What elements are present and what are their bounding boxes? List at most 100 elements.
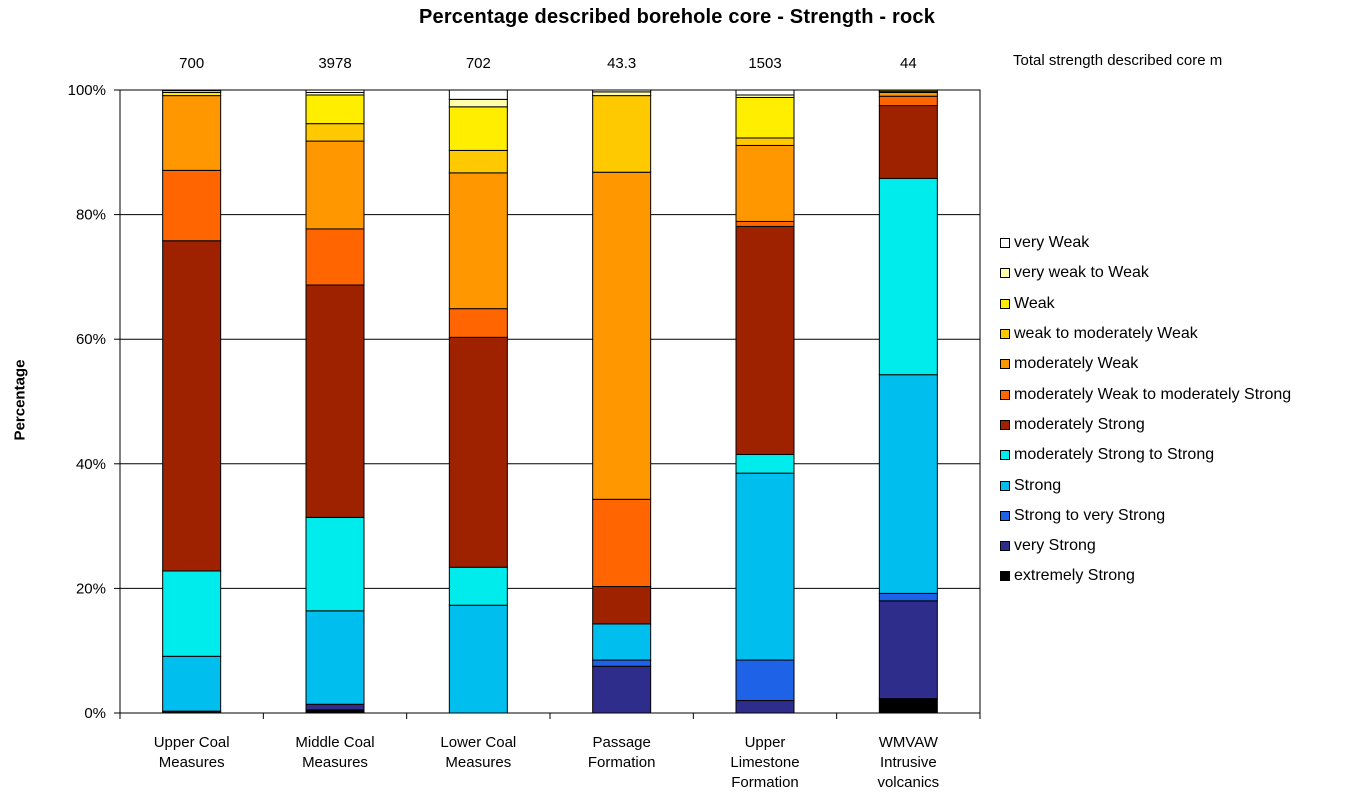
bar-segment [305,89,365,93]
bar-segment [878,89,938,92]
legend-item: weak to moderately Weak [1000,319,1291,349]
bar-segment [735,220,795,227]
legend-label: very Strong [1014,537,1096,555]
bar-segment [592,659,652,667]
legend-swatch [1000,298,1010,309]
x-tick-label-line: WMVAW [879,734,939,751]
bar-segment [448,336,508,568]
legend-swatch [1000,238,1010,249]
bar-segment [305,94,365,125]
totals-label: Total strength described core m [1013,52,1223,69]
legend-item: very weak to Weak [1000,258,1291,288]
legend-label: moderately Strong to Strong [1014,446,1215,464]
y-tick-label: 80% [76,207,106,224]
bar-segment [592,665,652,714]
bar-segment [592,498,652,588]
legend-item: extremely Strong [1000,561,1291,591]
total-label: 1503 [748,55,781,72]
chart-title: Percentage described borehole core - Str… [418,6,936,28]
legend-label: moderately Weak to moderately Strong [1014,385,1292,403]
legend-label: moderately Strong [1014,415,1145,433]
legend-label: weak to moderately Weak [1014,325,1198,343]
legend-label: Strong [1014,476,1062,494]
x-tick-label: Upper Limestone Formation [730,734,799,791]
bar-segment [878,698,938,714]
y-tick-label: 0% [84,705,106,722]
legend-swatch [1000,541,1010,552]
x-tick-label: Passage Formation [588,734,656,771]
bar-segment [162,95,222,171]
bar-segment [735,453,795,474]
bar-segment [735,700,795,714]
legend-swatch [1000,510,1010,521]
legend-label: Weak [1014,294,1055,312]
bar-segment [448,308,508,338]
y-tick-label: 20% [76,580,106,597]
bar-segment [448,604,508,714]
y-tick-label: 100% [68,82,106,99]
bar-segment [878,95,938,107]
bar-segment [878,374,938,594]
x-tick-label-line: Intrusive [880,754,937,771]
total-label: 44 [900,55,917,72]
bar-segment [735,659,795,702]
bar-segment [162,655,222,712]
x-tick-label-line: Measures [445,754,511,771]
x-tick-label: WMVAW Intrusive volcanics [877,734,939,791]
legend-swatch [1000,389,1010,400]
legend-item: moderately Weak to moderately Strong [1000,379,1291,409]
legend-swatch [1000,359,1010,370]
bar-segment [162,89,222,92]
bar-segment [448,106,508,151]
total-label: 702 [466,55,491,72]
x-tick-label-line: Measures [302,754,368,771]
legend-swatch [1000,419,1010,430]
bar-segment [735,89,795,96]
bar-segment [878,592,938,602]
legend-label: moderately Weak [1014,355,1139,373]
bar-segment [162,570,222,657]
bar-segment [162,240,222,572]
y-tick-label: 40% [76,456,106,473]
legend-swatch [1000,450,1010,461]
bar-segment [735,225,795,455]
legend-item: moderately Strong [1000,410,1291,440]
total-label: 43.3 [607,55,636,72]
legend-swatch [1000,480,1010,491]
x-tick-label-line: volcanics [877,774,939,791]
total-label: 3978 [318,55,351,72]
legend-item: very Strong [1000,531,1291,561]
bar-segment [448,89,508,100]
bar-segment [592,91,652,97]
x-tick-label-line: Upper Coal [154,734,230,751]
bar-segment [305,228,365,286]
bar-segment [735,144,795,222]
x-tick-label: Middle Coal Measures [295,734,374,771]
legend-swatch [1000,571,1010,582]
y-axis-label: Percentage [11,359,29,441]
legend-item: Strong to very Strong [1000,501,1291,531]
legend-item: Weak [1000,289,1291,319]
bar-segment [735,472,795,661]
legend-label: very Weak [1014,234,1090,252]
bar-segment [735,96,795,139]
bar-segment [878,91,938,97]
bar-segment [448,566,508,606]
bar-segment [305,610,365,705]
bar-segment [878,105,938,179]
bar-segment [448,172,508,310]
bar-segment [592,171,652,500]
x-tick-label-line: Passage [592,734,650,751]
x-tick-label: Lower Coal Measures [440,734,516,771]
bar-segment [162,169,222,242]
x-tick-label-line: Upper [745,734,786,751]
bar-segment [305,140,365,230]
legend-item: moderately Strong to Strong [1000,440,1291,470]
legend-item: Strong [1000,470,1291,500]
legend-item: very Weak [1000,228,1291,258]
x-tick-label-line: Measures [159,754,225,771]
bar-segment [878,600,938,700]
total-label: 700 [179,55,204,72]
x-tick-label-line: Formation [588,754,656,771]
